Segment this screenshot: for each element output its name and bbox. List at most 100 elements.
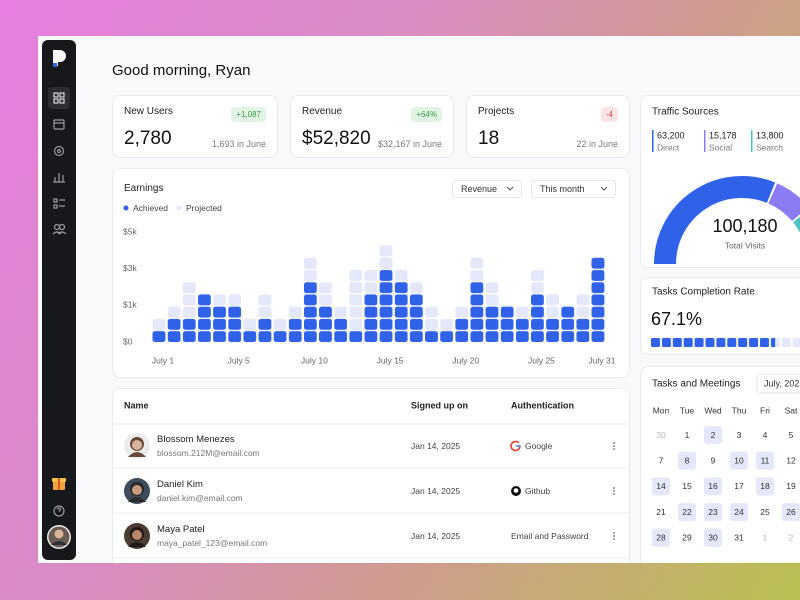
earnings-bar xyxy=(470,280,484,342)
dashboard: Good morning, Ryan New Users +1,087 2,780 1… xyxy=(38,36,800,563)
stat-previous: 1,693 in June xyxy=(211,139,266,149)
calendar-day[interactable]: 10 xyxy=(734,455,744,465)
weekday: Thu xyxy=(732,405,747,415)
profile-avatar[interactable] xyxy=(47,525,71,549)
calendar-day[interactable]: 1 xyxy=(685,430,690,440)
calendar-day[interactable]: 1 xyxy=(763,533,768,543)
earnings-bar xyxy=(576,293,590,318)
calendar-day[interactable]: 26 xyxy=(786,507,796,517)
earnings-bar xyxy=(485,305,499,342)
user-name: Daniel Kim xyxy=(157,479,203,490)
earnings-bar xyxy=(409,280,423,294)
legend-dot xyxy=(176,205,182,211)
calendar-title: Tasks and Meetings xyxy=(652,379,740,390)
stat-title: Revenue xyxy=(302,106,343,117)
legend-bar xyxy=(704,130,706,152)
day-highlight xyxy=(782,503,800,522)
filter-label: Revenue xyxy=(461,184,498,194)
calendar-day[interactable]: 8 xyxy=(685,455,690,465)
calendar-day[interactable]: 30 xyxy=(708,533,718,543)
x-tick-label: July 1 xyxy=(152,355,174,365)
calendar-day[interactable]: 4 xyxy=(763,430,768,440)
earnings-bar xyxy=(424,329,438,342)
earnings-bar xyxy=(288,305,302,318)
calendar-day[interactable]: 7 xyxy=(659,455,664,465)
earnings-bar xyxy=(273,329,287,342)
earnings-bar xyxy=(591,256,605,342)
legend-bar xyxy=(652,130,654,152)
stat-change: +64% xyxy=(411,107,442,122)
calendar-day[interactable]: 11 xyxy=(761,455,770,465)
earnings-bar xyxy=(379,244,393,269)
calendar-day[interactable]: 2 xyxy=(711,430,716,440)
row-menu-dot xyxy=(613,490,615,492)
nav-gift[interactable] xyxy=(52,478,66,490)
nav-dashboard[interactable] xyxy=(53,92,65,104)
calendar-day[interactable]: 2 xyxy=(789,533,794,543)
calendar-day[interactable]: 3 xyxy=(737,430,742,440)
calendar-day[interactable]: 5 xyxy=(789,430,794,440)
calendar-day[interactable]: 31 xyxy=(734,533,744,543)
earnings-bar xyxy=(197,293,211,342)
calendar-day[interactable]: 22 xyxy=(682,507,692,517)
stat-value: 18 xyxy=(478,128,500,149)
nav-analytics[interactable] xyxy=(53,173,65,183)
calendar-day[interactable]: 29 xyxy=(682,533,692,543)
month-picker[interactable] xyxy=(756,373,800,394)
traffic-source: Direct xyxy=(657,142,680,152)
traffic-source: Social xyxy=(709,142,732,152)
weekday: Mon xyxy=(653,405,670,415)
calendar-day[interactable]: 24 xyxy=(734,507,744,517)
calendar-day[interactable]: 25 xyxy=(760,507,770,517)
row-menu-dot xyxy=(613,442,615,444)
nav-tasks[interactable] xyxy=(53,198,65,209)
earnings-bar xyxy=(409,293,423,342)
calendar-day[interactable]: 19 xyxy=(786,481,796,491)
nav-help[interactable] xyxy=(53,505,65,517)
earnings-bar xyxy=(243,329,257,342)
earnings-filter[interactable]: Revenue xyxy=(452,180,522,198)
day-highlight xyxy=(652,477,670,496)
calendar-day[interactable]: 12 xyxy=(786,455,796,465)
nav-settings[interactable] xyxy=(53,145,65,157)
month-label: July, 2025 xyxy=(764,378,800,388)
user-name: Blossom Menezes xyxy=(157,434,235,445)
day-highlight xyxy=(756,451,774,470)
earnings-filter[interactable]: This month xyxy=(531,180,616,198)
earnings-bar xyxy=(500,305,514,342)
user-name: Maya Patel xyxy=(157,524,205,535)
filter-chevron xyxy=(600,186,608,191)
earnings-bar xyxy=(364,268,378,294)
nav-users[interactable] xyxy=(52,223,67,235)
earnings-bar xyxy=(319,305,333,342)
calendar-day[interactable]: 15 xyxy=(682,481,692,491)
row-menu-dot xyxy=(613,532,615,534)
day-highlight xyxy=(652,528,670,547)
legend-label: Projected xyxy=(186,203,222,213)
earnings-bar xyxy=(515,317,529,342)
calendar-day[interactable]: 21 xyxy=(656,507,666,517)
table-header: Signed up on xyxy=(411,400,468,410)
calendar-day[interactable]: 14 xyxy=(656,481,666,491)
greeting: Good morning, Ryan xyxy=(112,62,251,79)
calendar-day[interactable]: 28 xyxy=(656,533,666,543)
stat-change: -4 xyxy=(600,107,618,122)
total-visits-value: 100,180 xyxy=(712,216,777,236)
completion-value: 67.1% xyxy=(651,309,702,329)
earnings-bar xyxy=(319,280,333,306)
calendar-day[interactable]: 18 xyxy=(760,481,770,491)
calendar-day[interactable]: 16 xyxy=(708,481,718,491)
calendar-day[interactable]: 23 xyxy=(708,507,718,517)
row-menu-dot xyxy=(613,493,615,495)
gauge-segment xyxy=(654,176,776,265)
calendar-day[interactable]: 9 xyxy=(711,455,716,465)
day-highlight xyxy=(704,503,722,522)
completion-title: Tasks Completion Rate xyxy=(652,287,755,298)
stat-change-badge: +64% xyxy=(142,104,442,122)
earnings-bar xyxy=(546,317,560,342)
calendar-day[interactable]: 17 xyxy=(734,481,744,491)
day-highlight xyxy=(704,426,722,444)
sidebar xyxy=(42,40,76,560)
nav-calendar[interactable] xyxy=(53,119,65,130)
calendar-day[interactable]: 30 xyxy=(656,430,666,440)
